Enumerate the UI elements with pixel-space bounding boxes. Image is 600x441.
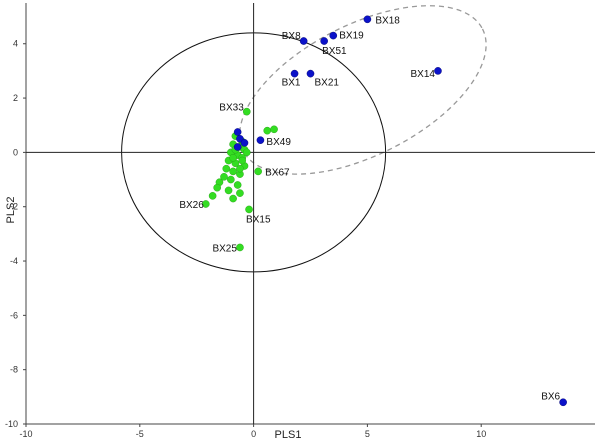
axes-layer	[25, 3, 595, 425]
blue-data-point	[256, 136, 265, 144]
y-axis-title: PLS2	[5, 197, 17, 224]
x-tick-label: -10	[19, 429, 32, 439]
y-tick-label: -10	[5, 419, 18, 429]
point-label: BX1	[282, 78, 301, 89]
blue-data-point	[559, 398, 567, 407]
y-tick-label: -8	[10, 365, 18, 375]
green-data-point	[227, 175, 235, 184]
x-axis-title: PLS1	[275, 429, 302, 441]
point-label: BX18	[375, 15, 400, 26]
blue-data-point	[290, 69, 299, 78]
green-data-point	[224, 186, 233, 195]
point-label: BX6	[541, 391, 560, 402]
ticks-layer: -10 -5 0 5 10 4 2 0 -2 -4 -6 -8 -10	[5, 39, 486, 439]
point-label: BX19	[339, 31, 364, 42]
point-label: BX51	[322, 46, 347, 57]
green-data-point	[270, 125, 278, 134]
green-data-point	[242, 107, 251, 116]
green-data-point	[236, 189, 244, 197]
x-tick-label: 10	[476, 429, 486, 439]
green-data-point	[208, 192, 217, 200]
blue-data-point	[299, 37, 308, 45]
point-label: BX49	[266, 137, 291, 148]
green-data-point	[202, 200, 210, 208]
x-tick-label: 0	[251, 429, 256, 439]
y-tick-label: 2	[13, 93, 18, 103]
x-tick-label: 5	[365, 429, 370, 439]
y-tick-label: -4	[10, 256, 18, 266]
points-layer	[202, 15, 567, 407]
point-label: BX26	[179, 200, 204, 211]
green-data-point	[236, 164, 244, 173]
blue-data-point	[233, 143, 242, 151]
green-data-point	[229, 194, 237, 203]
point-label: BX8	[282, 31, 301, 42]
y-tick-label: -2	[10, 202, 18, 212]
green-data-point	[238, 156, 247, 165]
y-tick-label: -6	[10, 310, 18, 320]
green-data-point	[245, 205, 253, 214]
blue-data-point	[233, 128, 242, 136]
green-data-point	[236, 243, 244, 252]
green-data-point	[263, 126, 272, 135]
point-label: BX15	[246, 214, 271, 225]
blue-data-point	[306, 69, 315, 78]
blue-data-point	[240, 139, 249, 147]
blue-data-point	[434, 67, 442, 75]
y-tick-label: 0	[13, 147, 18, 157]
y-tick-label: 4	[13, 39, 18, 49]
point-label: BX33	[219, 103, 244, 114]
x-tick-label: -5	[136, 429, 144, 439]
green-data-point	[233, 181, 242, 189]
point-label: BX67	[265, 167, 290, 178]
green-data-point	[220, 173, 228, 181]
blue-data-point	[363, 15, 372, 24]
blue-data-point	[320, 37, 328, 45]
point-label: BX14	[410, 69, 435, 80]
green-data-point	[229, 154, 237, 162]
point-label: BX21	[315, 78, 340, 89]
point-labels-layer: BX33 BX67 BX26 BX15 BX25 BX18 BX8 BX19 BX51 BX14 B…	[179, 15, 560, 402]
green-data-point	[222, 164, 231, 173]
green-data-point	[254, 167, 262, 176]
green-data-point	[213, 183, 221, 192]
blue-data-point	[329, 31, 338, 40]
green-data-point	[242, 148, 251, 157]
point-label: BX25	[212, 243, 237, 254]
cluster-ellipse-dashed	[238, 5, 487, 175]
green-data-point	[229, 167, 237, 176]
